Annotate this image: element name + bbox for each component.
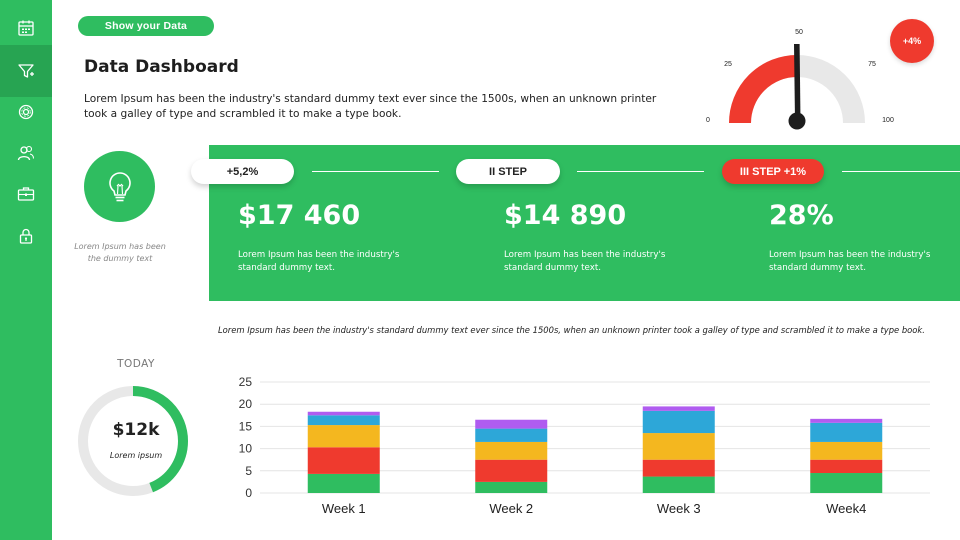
sidebar-item-calendar[interactable] xyxy=(0,8,52,48)
stat-desc-3: Lorem Ipsum has been the industry's stan… xyxy=(769,250,931,273)
bar-segment xyxy=(475,481,548,493)
lightbulb-icon xyxy=(108,171,131,201)
briefcase-icon xyxy=(17,187,35,201)
bar-segment xyxy=(642,433,715,460)
idea-caption: Lorem Ipsum has been the dummy text xyxy=(74,242,166,263)
lock-icon xyxy=(19,228,33,244)
bar-segment xyxy=(810,418,883,423)
stat-value-3: 28% xyxy=(769,200,834,231)
sidebar-item-lock[interactable] xyxy=(0,216,52,256)
sidebar-item-funnel[interactable] xyxy=(0,45,52,97)
y-tick-label: 15 xyxy=(239,419,253,433)
x-tick-label: Week 2 xyxy=(489,501,533,516)
bar-segment xyxy=(307,473,380,493)
bar-segment xyxy=(307,415,380,426)
donut-progress xyxy=(78,386,188,496)
intro-text: Lorem Ipsum has been the industry's stan… xyxy=(84,93,657,120)
bar-segment xyxy=(307,447,380,474)
bar-segment xyxy=(307,425,380,448)
stat-desc-1: Lorem Ipsum has been the industry's stan… xyxy=(238,250,400,273)
sidebar xyxy=(0,0,52,540)
bar-segment xyxy=(810,441,883,460)
bar-segment xyxy=(810,422,883,442)
show-data-pill[interactable]: Show your Data xyxy=(78,16,214,36)
gauge-tick-0: 0 xyxy=(706,117,710,124)
today-label: TODAY xyxy=(117,358,155,370)
bar-segment xyxy=(307,411,380,416)
bar-segment xyxy=(475,459,548,482)
x-tick-label: Week 1 xyxy=(322,501,366,516)
today-sub: Lorem ipsum xyxy=(109,451,163,460)
sidebar-item-settings[interactable] xyxy=(0,92,52,132)
idea-circle xyxy=(84,151,155,222)
gauge: 0 25 50 75 100 xyxy=(706,29,894,130)
y-tick-label: 25 xyxy=(239,375,253,389)
y-tick-label: 20 xyxy=(239,397,253,411)
page-title: Data Dashboard xyxy=(84,57,239,77)
y-tick-label: 0 xyxy=(245,486,252,500)
bar-segment xyxy=(475,428,548,442)
step-connector-3 xyxy=(842,171,960,172)
funnel-icon xyxy=(18,64,34,78)
gauge-hub xyxy=(788,112,806,130)
bar-segment xyxy=(642,410,715,434)
bar-segment xyxy=(475,441,548,460)
users-icon xyxy=(17,145,35,161)
bar-segment xyxy=(642,406,715,411)
stat-value-2: $14 890 xyxy=(504,200,627,231)
bar-segment xyxy=(642,459,715,477)
sidebar-item-briefcase[interactable] xyxy=(0,174,52,214)
bar-segment xyxy=(642,476,715,493)
today-donut xyxy=(78,386,188,496)
bar-segment xyxy=(810,459,883,474)
y-tick-label: 5 xyxy=(245,464,252,478)
gauge-tick-50: 50 xyxy=(795,29,803,36)
gauge-tick-75: 75 xyxy=(868,61,876,68)
y-tick-label: 10 xyxy=(239,442,253,456)
x-tick-label: Week 3 xyxy=(657,501,701,516)
step-connector-1 xyxy=(312,171,439,172)
step-pill-1[interactable]: +5,2% xyxy=(191,159,294,184)
stat-value-1: $17 460 xyxy=(238,200,361,231)
x-tick-label: Week4 xyxy=(826,501,866,516)
gauge-fill xyxy=(729,55,798,124)
sidebar-item-users[interactable] xyxy=(0,133,52,173)
step-pill-2[interactable]: II STEP xyxy=(456,159,560,184)
gauge-tick-25: 25 xyxy=(724,61,732,68)
gauge-tick-100: 100 xyxy=(882,117,894,124)
settings-icon xyxy=(18,104,34,120)
step-pill-3[interactable]: III STEP +1% xyxy=(722,159,824,184)
chart-note: Lorem Ipsum has been the industry's stan… xyxy=(218,325,925,335)
today-value: $12k xyxy=(112,420,160,440)
stat-desc-2: Lorem Ipsum has been the industry's stan… xyxy=(504,250,666,273)
step-connector-2 xyxy=(577,171,704,172)
bar-segment xyxy=(810,473,883,493)
change-badge: +4% xyxy=(890,19,934,63)
weekly-chart: 0 5 10 15 20 25 Week 1 Week 2 Week 3 Week4 xyxy=(239,375,930,516)
calendar-icon xyxy=(18,20,34,36)
bar-segment xyxy=(475,419,548,429)
gauge-needle xyxy=(794,44,801,121)
